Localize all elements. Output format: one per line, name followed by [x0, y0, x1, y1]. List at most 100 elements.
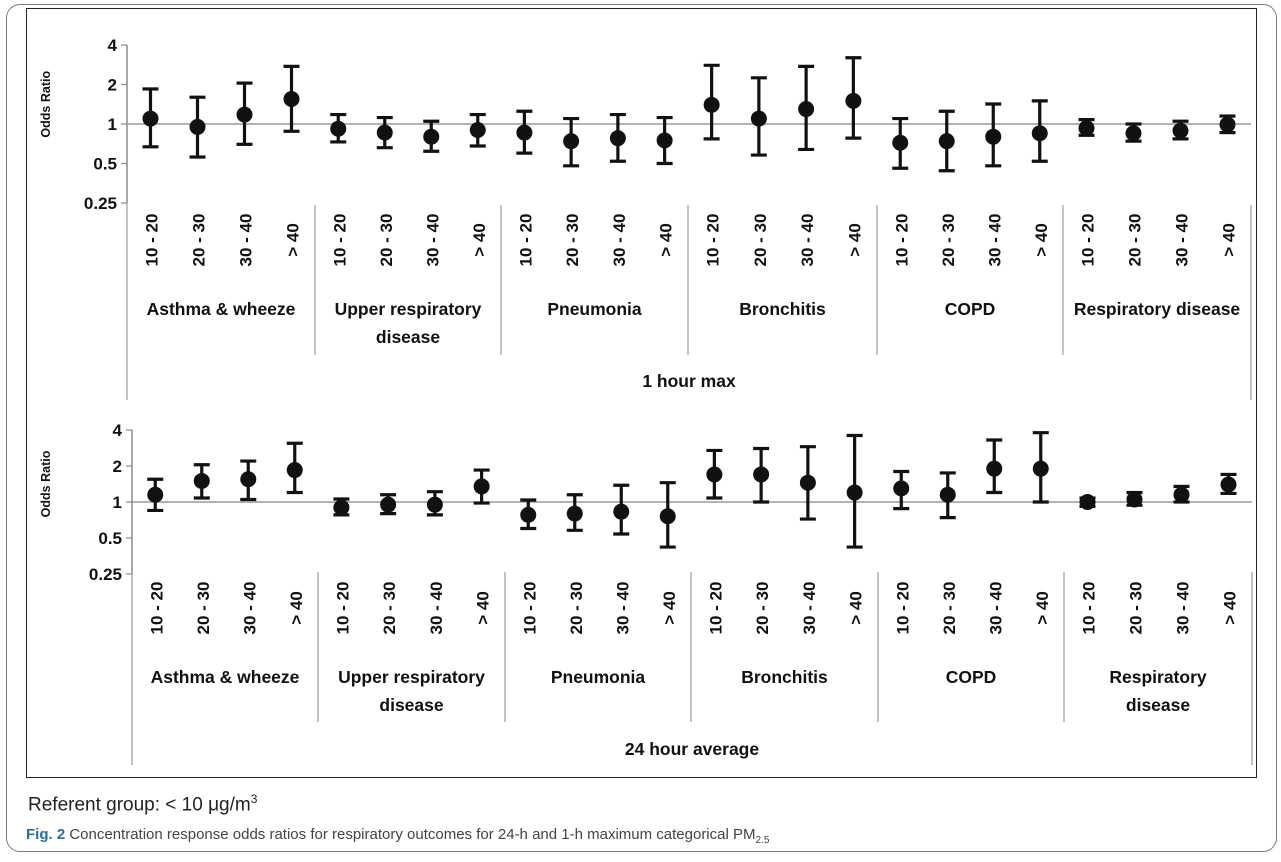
- panel-title: 24 hour average: [625, 739, 759, 759]
- category-label: 30 - 40: [985, 214, 1004, 267]
- group-label: Upper respiratory: [338, 667, 485, 687]
- group-label: COPD: [945, 299, 996, 319]
- group-label: disease: [379, 695, 443, 715]
- caption-label: Fig. 2: [26, 826, 66, 843]
- caption-text: Concentration response odds ratios for r…: [65, 826, 756, 843]
- group-label: disease: [1126, 695, 1190, 715]
- category-label: > 40: [474, 591, 493, 625]
- odds-ratio-point: [799, 474, 816, 491]
- category-label: > 40: [287, 591, 306, 625]
- odds-ratio-point: [1126, 491, 1143, 508]
- odds-ratio-point: [473, 478, 490, 495]
- panel-title: 1 hour max: [642, 371, 736, 391]
- y-tick-label: 4: [108, 36, 118, 55]
- category-label: 10 - 20: [1080, 582, 1099, 635]
- category-label: 10 - 20: [520, 582, 539, 635]
- group-label: Pneumonia: [547, 299, 642, 319]
- category-label: 30 - 40: [1174, 582, 1193, 635]
- odds-ratio-point: [1220, 476, 1237, 493]
- category-label: 10 - 20: [143, 214, 162, 267]
- referent-note: Referent group: < 10 μg/m3: [28, 792, 257, 816]
- category-label: 20 - 30: [563, 214, 582, 267]
- chart-panel-1: 4 2 1 0.5 0.25 Odds Ratio 10 - 20 20 - 30 30 - 4…: [39, 36, 1252, 400]
- odds-ratio-point: [938, 133, 955, 150]
- category-label: > 40: [845, 223, 864, 257]
- category-label: 20 - 30: [940, 582, 959, 635]
- y-tick-label: 0.25: [89, 565, 122, 584]
- odds-ratio-point: [283, 91, 300, 108]
- y-tick-label: 1: [113, 493, 122, 512]
- category-label: 20 - 30: [380, 582, 399, 635]
- category-label: > 40: [660, 591, 679, 625]
- category-label: 30 - 40: [1173, 214, 1192, 267]
- y-tick-label: 0.5: [93, 155, 117, 174]
- odds-ratio-point: [516, 124, 533, 141]
- odds-ratio-point: [985, 128, 1002, 145]
- group-label: Upper respiratory: [335, 299, 482, 319]
- odds-ratio-point: [286, 462, 303, 479]
- odds-ratio-point: [939, 486, 956, 503]
- category-label: > 40: [1032, 223, 1051, 257]
- y-axis-title: Odds Ratio: [39, 450, 53, 517]
- odds-ratio-point: [1173, 486, 1190, 503]
- category-label: > 40: [657, 223, 676, 257]
- odds-ratio-point: [798, 101, 815, 118]
- category-label: > 40: [470, 223, 489, 257]
- category-label: 10 - 20: [704, 214, 723, 267]
- odds-ratio-point: [193, 472, 210, 489]
- odds-ratio-point: [703, 96, 720, 113]
- figure-caption: Fig. 2 Concentration response odds ratio…: [26, 826, 769, 846]
- category-label: > 40: [284, 223, 303, 257]
- odds-ratio-point: [236, 106, 253, 123]
- odds-ratio-point: [189, 118, 206, 135]
- category-label: > 40: [1220, 223, 1239, 257]
- category-label: 30 - 40: [427, 582, 446, 635]
- odds-ratio-point: [1078, 120, 1095, 137]
- category-label: 30 - 40: [610, 214, 629, 267]
- referent-superscript: 3: [250, 792, 258, 806]
- odds-ratio-point: [1172, 122, 1189, 139]
- odds-ratio-point: [376, 124, 393, 141]
- odds-ratio-point: [845, 92, 862, 109]
- odds-ratio-point: [892, 134, 909, 151]
- odds-ratio-point: [1219, 116, 1236, 133]
- odds-ratio-point: [147, 486, 164, 503]
- category-label: 10 - 20: [892, 214, 911, 267]
- category-label: 10 - 20: [330, 214, 349, 267]
- odds-ratio-point: [893, 480, 910, 497]
- odds-ratio-point: [380, 496, 397, 513]
- category-label: 10 - 20: [147, 582, 166, 635]
- odds-ratio-point: [753, 466, 770, 483]
- y-tick-label: 4: [113, 421, 123, 440]
- odds-ratio-point: [520, 506, 537, 523]
- category-label: 30 - 40: [237, 214, 256, 267]
- group-label: Respiratory: [1109, 667, 1207, 687]
- y-tick-label: 2: [108, 76, 117, 95]
- category-label: > 40: [847, 591, 866, 625]
- y-tick-label: 1: [108, 115, 117, 134]
- chart-border: [26, 8, 1257, 778]
- odds-ratio-point: [563, 133, 580, 150]
- category-label: 30 - 40: [423, 214, 442, 267]
- odds-ratio-point: [426, 496, 443, 513]
- y-tick-label: 2: [113, 457, 122, 476]
- odds-ratio-point: [656, 132, 673, 149]
- odds-ratio-point: [469, 122, 486, 139]
- y-axis-title: Odds Ratio: [39, 71, 53, 138]
- category-label: 20 - 30: [939, 214, 958, 267]
- odds-ratio-point: [846, 484, 863, 501]
- category-label: 20 - 30: [751, 214, 770, 267]
- category-label: 30 - 40: [613, 582, 632, 635]
- y-tick-label: 0.25: [84, 194, 117, 213]
- category-label: 30 - 40: [798, 214, 817, 267]
- category-label: 10 - 20: [893, 582, 912, 635]
- category-label: 30 - 40: [240, 582, 259, 635]
- category-label: 20 - 30: [1127, 582, 1146, 635]
- group-label: Asthma & wheeze: [151, 667, 300, 687]
- category-label: 20 - 30: [190, 214, 209, 267]
- odds-ratio-point: [1125, 125, 1142, 142]
- category-label: 10 - 20: [1079, 214, 1098, 267]
- odds-ratio-point: [659, 508, 676, 525]
- odds-ratio-point: [330, 120, 347, 137]
- category-label: 20 - 30: [567, 582, 586, 635]
